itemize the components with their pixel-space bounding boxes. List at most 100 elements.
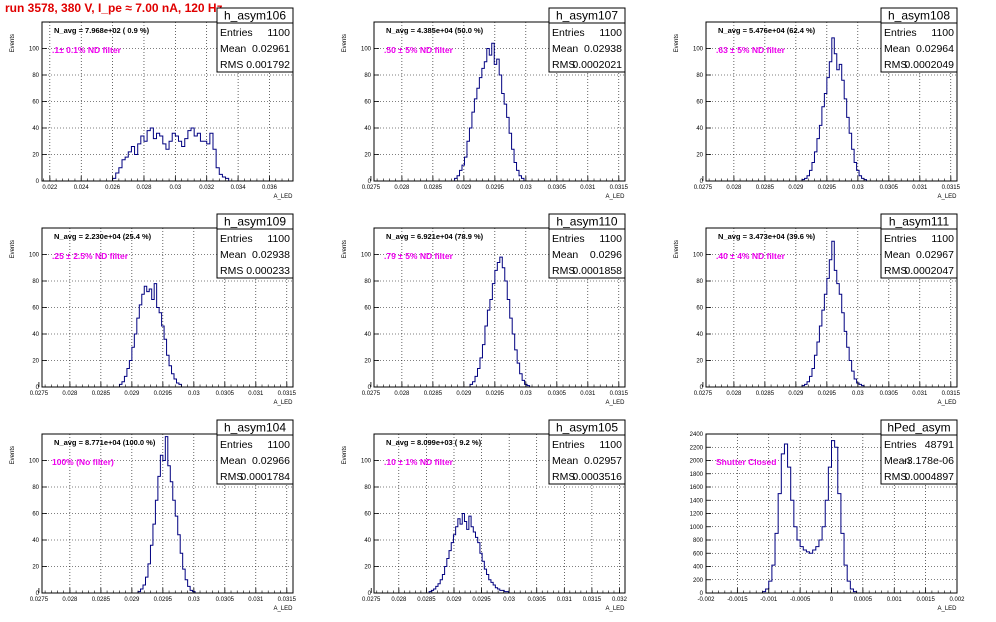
x-axis-label: A_LED: [273, 194, 293, 200]
stats-value: 0.0004897: [904, 471, 954, 483]
x-tick-label: 0.0315: [610, 185, 629, 191]
x-tick-label: 0.0295: [486, 391, 505, 397]
stats-key: RMS: [220, 265, 243, 277]
x-tick-label: 0.031: [912, 185, 928, 191]
x-tick-label: 0.0285: [417, 597, 436, 603]
filter-annotation: .50 ± 5% ND filter: [384, 45, 454, 55]
x-tick-label: 0.0285: [424, 185, 443, 191]
stats-key: RMS: [552, 265, 575, 277]
x-tick-label: 0.028: [62, 597, 78, 603]
y-tick-label: 1200: [690, 512, 704, 518]
histogram-bars: [801, 240, 865, 387]
x-tick-label: 0.0315: [942, 185, 961, 191]
y-tick-label: 100: [361, 253, 372, 259]
x-tick-label: 0.03: [852, 391, 864, 397]
stats-box: [216, 7, 294, 73]
y-tick-label: 0: [36, 591, 40, 597]
y-tick-label: 80: [364, 73, 371, 79]
x-tick-label: 0.0305: [548, 185, 567, 191]
y-tick-label: 1600: [690, 485, 704, 491]
x-tick-label: 0.036: [262, 185, 278, 191]
stats-value: 0.0002021: [572, 59, 622, 71]
x-tick-label: 0.0275: [362, 391, 381, 397]
page-title: run 3578, 380 V, I_pe ≈ 7.00 nA, 120 Hz: [5, 1, 223, 15]
y-axis-label: Events: [342, 446, 348, 464]
y-tick-label: 40: [32, 538, 39, 544]
x-tick-label: 0.028: [726, 185, 742, 191]
x-tick-label: 0.0285: [424, 391, 443, 397]
x-tick-label: 0.031: [912, 391, 928, 397]
histogram-bars: [454, 42, 525, 181]
histogram-panel: -0.002 -0.0015 -0.001 -0.0005 0 0.0005 0.001 0.…: [690, 419, 965, 612]
x-tick-label: 0.029: [124, 597, 140, 603]
y-tick-label: 80: [364, 279, 371, 285]
navg-label: N_avg = 6.921e+04 (78.9 %): [386, 232, 484, 241]
x-tick-label: 0.002: [949, 597, 965, 603]
y-tick-label: 0: [36, 385, 40, 391]
x-axis-label: A_LED: [605, 606, 625, 612]
stats-box: [548, 7, 626, 73]
stats-value: -3.178e-06: [903, 455, 954, 467]
x-axis-label: A_LED: [605, 194, 625, 200]
stats-title: h_asym109: [224, 215, 286, 229]
y-tick-label: 60: [364, 512, 371, 518]
stats-key: Mean: [884, 43, 910, 55]
histogram-panel: 0.0275 0.028 0.0285 0.029 0.0295 0.03 0.0305 0.…: [674, 213, 961, 406]
stats-value: 0.000233: [246, 265, 290, 277]
histogram-bars: [428, 513, 510, 593]
stats-key: RMS: [220, 59, 243, 71]
histogram-bars: [112, 127, 230, 181]
navg-label: N_avg = 7.968e+02 ( 0.9 %): [54, 26, 150, 35]
x-tick-label: 0.03: [170, 185, 182, 191]
y-tick-label: 100: [29, 253, 40, 259]
x-tick-label: 0.0275: [694, 185, 713, 191]
x-tick-label: 0.024: [74, 185, 90, 191]
y-tick-label: 1000: [690, 525, 704, 531]
stats-key: Entries: [884, 27, 917, 39]
stats-value: 0.0002047: [904, 265, 954, 277]
y-tick-label: 20: [32, 565, 39, 571]
stats-key: RMS: [884, 59, 907, 71]
x-tick-label: 0.0295: [472, 597, 491, 603]
y-tick-label: 80: [364, 485, 371, 491]
x-tick-label: 0.032: [612, 597, 628, 603]
x-tick-label: 0.028: [394, 391, 410, 397]
y-axis-label: Events: [10, 34, 16, 52]
y-tick-label: 40: [32, 126, 39, 132]
filter-annotation: Shutter Closed: [716, 457, 776, 467]
x-tick-label: 0.0305: [880, 185, 899, 191]
y-tick-label: 60: [32, 512, 39, 518]
y-tick-label: 1800: [690, 472, 704, 478]
x-tick-label: 0.03: [503, 597, 515, 603]
y-tick-label: 100: [361, 459, 372, 465]
x-tick-label: -0.0005: [790, 597, 811, 603]
stats-key: Entries: [552, 27, 585, 39]
y-tick-label: 2000: [690, 459, 704, 465]
stats-title: h_asym106: [224, 9, 286, 23]
histogram-panel: 0.0275 0.028 0.0285 0.029 0.0295 0.03 0.0305 0.…: [10, 419, 297, 612]
x-tick-label: 0.0295: [154, 391, 173, 397]
stats-value: 1100: [599, 27, 622, 39]
x-tick-label: 0.022: [42, 185, 58, 191]
stats-title: hPed_asym: [887, 421, 950, 435]
filter-annotation: .10 ± 1% ND filter: [384, 457, 454, 467]
navg-label: N_avg = 5.476e+04 (62.4 %): [718, 26, 816, 35]
x-tick-label: 0.0285: [756, 391, 775, 397]
x-tick-label: 0.0285: [92, 597, 111, 603]
x-tick-label: 0.034: [231, 185, 247, 191]
x-tick-label: 0.0305: [216, 597, 235, 603]
y-tick-label: 800: [693, 538, 704, 544]
y-tick-label: 60: [696, 306, 703, 312]
y-axis-label: Events: [674, 34, 680, 52]
stats-key: Mean: [552, 455, 578, 467]
stats-value: 0.02967: [916, 249, 954, 261]
stats-key: RMS: [220, 471, 243, 483]
y-tick-label: 20: [696, 359, 703, 365]
stats-key: Mean: [884, 249, 910, 261]
stats-value: 0.02938: [252, 249, 290, 261]
x-tick-label: 0.03: [852, 185, 864, 191]
stats-key: Mean: [884, 455, 910, 467]
stats-box: [880, 7, 958, 73]
y-tick-label: 60: [696, 100, 703, 106]
x-tick-label: 0.028: [391, 597, 407, 603]
